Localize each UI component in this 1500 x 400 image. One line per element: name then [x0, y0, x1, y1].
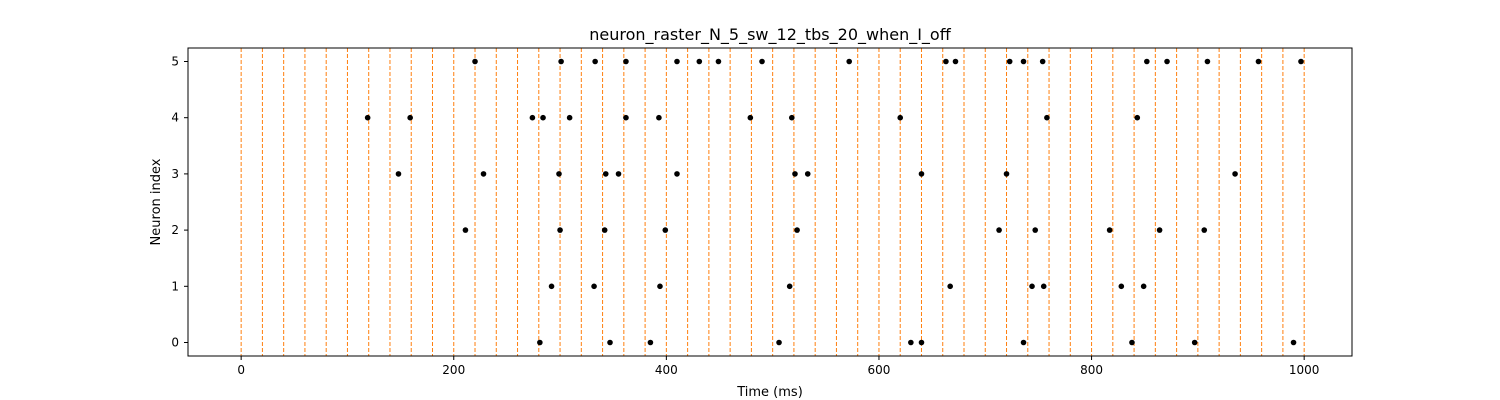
spike-point: [1032, 227, 1039, 233]
x-tick-label: 600: [868, 363, 891, 377]
spike-point: [407, 114, 413, 121]
spike-point: [615, 171, 622, 177]
spike-point: [557, 227, 563, 233]
spike-point: [1140, 283, 1147, 290]
spike-point: [947, 283, 953, 290]
spike-point: [558, 58, 564, 65]
x-tick-label: 200: [442, 363, 465, 377]
spike-point: [1298, 58, 1304, 65]
spike-point: [623, 58, 629, 65]
spike-point: [943, 58, 949, 65]
spike-point: [792, 171, 798, 177]
spike-point: [1290, 339, 1297, 346]
spike-point: [897, 114, 904, 121]
spike-point: [1164, 58, 1170, 65]
spike-point: [556, 171, 562, 177]
spike-point: [674, 58, 680, 65]
x-tick-label: 400: [655, 363, 678, 377]
chart-title: neuron_raster_N_5_sw_12_tbs_20_when_I_of…: [589, 25, 951, 45]
spike-point: [601, 227, 608, 233]
spike-point: [548, 283, 555, 290]
y-tick-label: 1: [171, 279, 179, 293]
spike-point: [647, 339, 654, 346]
spike-point: [1029, 283, 1035, 290]
spike-point: [1020, 58, 1027, 65]
spike-point: [602, 171, 609, 177]
spike-point: [537, 339, 543, 346]
spike-point: [395, 171, 402, 177]
spike-point: [1118, 283, 1125, 290]
spike-point: [1129, 339, 1135, 346]
spike-point: [952, 58, 959, 65]
spike-point: [918, 171, 925, 177]
spike-point: [566, 114, 573, 121]
spike-point: [540, 114, 546, 121]
spike-point: [1106, 227, 1113, 233]
spike-point: [696, 58, 703, 65]
spike-point: [1039, 58, 1046, 65]
spike-point: [480, 171, 487, 177]
spike-point: [1020, 339, 1027, 346]
spike-point: [591, 283, 597, 290]
y-tick-label: 0: [171, 336, 179, 350]
spike-point: [529, 114, 536, 121]
x-axis-label: Time (ms): [736, 385, 803, 400]
spike-point: [715, 58, 722, 65]
x-tick-label: 800: [1080, 363, 1103, 377]
spike-point: [1144, 58, 1150, 65]
y-tick-label: 2: [171, 223, 179, 237]
spike-point: [1191, 339, 1198, 346]
spike-point: [364, 114, 371, 121]
y-tick-label: 5: [171, 54, 179, 68]
spike-point: [786, 283, 793, 290]
spike-point: [918, 339, 925, 346]
spike-point: [1201, 227, 1208, 233]
spike-point: [788, 114, 795, 121]
spike-markers: [364, 58, 1304, 346]
spike-point: [657, 283, 663, 290]
spike-point: [776, 339, 782, 346]
spike-point: [1232, 171, 1238, 177]
y-tick-label: 3: [171, 167, 179, 181]
interval-boundary-lines: [240, 48, 1305, 356]
spike-point: [623, 114, 629, 121]
spike-point: [747, 114, 754, 121]
spike-point: [1006, 58, 1013, 65]
x-tick-label: 0: [237, 363, 245, 377]
spike-point: [1003, 171, 1010, 177]
y-tick-label: 4: [171, 111, 179, 125]
spike-point: [592, 58, 598, 65]
spike-point: [656, 114, 662, 121]
spike-point: [662, 227, 669, 233]
spike-point: [996, 227, 1002, 233]
spike-point: [908, 339, 914, 346]
axis-ticks: 0 200 400 600 800 1000 0 1 2 3 4 5: [171, 54, 1319, 377]
spike-point: [607, 339, 613, 346]
spike-point: [674, 171, 680, 177]
spike-point: [1134, 114, 1141, 121]
spike-point: [794, 227, 800, 233]
spike-point: [1255, 58, 1262, 65]
spike-point: [1044, 114, 1050, 121]
spike-point: [846, 58, 852, 65]
y-axis-label: Neuron index: [149, 158, 164, 245]
spike-point: [472, 58, 478, 65]
spike-point: [1040, 283, 1047, 290]
spike-point: [462, 227, 469, 233]
spike-point: [1156, 227, 1163, 233]
plot-frame: [187, 47, 1353, 357]
spike-point: [804, 171, 811, 177]
spike-point: [759, 58, 765, 65]
x-tick-label: 1000: [1289, 363, 1320, 377]
spike-point: [1204, 58, 1211, 65]
